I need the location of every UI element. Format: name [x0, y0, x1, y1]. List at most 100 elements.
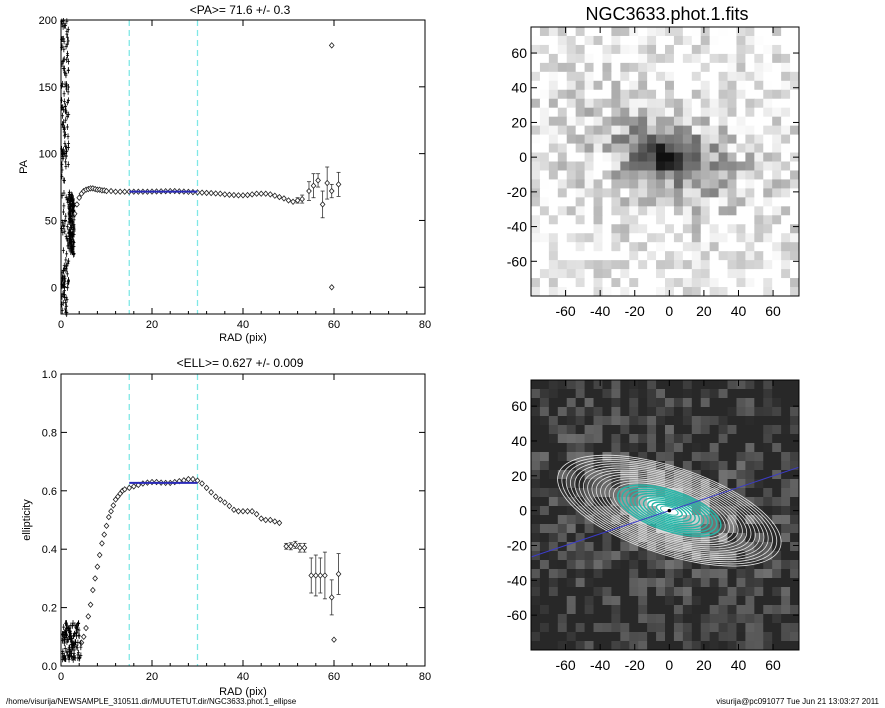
ell-vlines: [128, 374, 199, 666]
image-pixel: [745, 461, 755, 471]
image-pixel: [665, 623, 675, 633]
image-pixel: [539, 452, 550, 462]
image-pixel: [745, 89, 755, 100]
image-pixel: [682, 125, 693, 136]
image-pixel: [620, 98, 630, 109]
image-pixel: [763, 179, 773, 189]
image-pixel: [772, 587, 782, 597]
image-pixel: [700, 407, 711, 417]
image-pixel: [656, 623, 666, 633]
image-pixel: [727, 479, 737, 489]
image-pixel: [727, 515, 737, 525]
image-pixel: [727, 89, 737, 100]
image-pixel: [763, 170, 773, 180]
image-pixel: [620, 62, 630, 73]
image-pixel: [531, 569, 541, 579]
isophote-ellipse: [574, 463, 765, 558]
image-pixel: [754, 206, 764, 216]
image-pixel: [709, 551, 720, 561]
image-pixel: [629, 425, 639, 435]
image-pixel: [709, 488, 720, 498]
image-pixel: [611, 242, 621, 252]
image-pixel: [781, 116, 791, 127]
image-pixel: [638, 188, 648, 198]
image-pixel: [531, 197, 541, 207]
image-pixel: [548, 44, 559, 55]
image-pixel: [754, 89, 764, 100]
image-pixel: [754, 578, 764, 588]
pa-data-point: [253, 190, 260, 197]
image-pixel: [718, 197, 729, 207]
image-pixel: [584, 269, 595, 279]
image-pixel: [718, 242, 729, 252]
image-pixel: [584, 452, 595, 462]
image-pixel: [539, 53, 550, 64]
image-pixel: [584, 116, 595, 127]
image-pixel: [790, 27, 800, 37]
image-pixel: [593, 596, 603, 606]
image-pixel: [682, 578, 693, 588]
image-pixel: [656, 107, 666, 118]
image-pixel: [709, 215, 720, 225]
ell-data-point: [121, 486, 128, 493]
image-pixel: [575, 407, 586, 417]
image-pixel: [593, 260, 603, 270]
image-pixel: [709, 224, 720, 234]
image-pixel: [736, 389, 746, 399]
image-pixel: [790, 389, 800, 399]
image-pixel: [584, 488, 595, 498]
image-pixel: [709, 35, 720, 46]
image-pixel: [539, 398, 550, 408]
image-pixel: [781, 98, 791, 109]
image-pixel: [665, 605, 675, 615]
image-pixel: [772, 287, 782, 297]
ell-data-point: [287, 543, 294, 550]
image-pixel: [781, 614, 791, 624]
image-pixel: [548, 107, 559, 118]
image-pixel: [763, 479, 773, 489]
ell-data-point: [244, 508, 251, 515]
image-pixel: [709, 134, 720, 145]
image-pixel: [566, 524, 577, 534]
image-pixel: [790, 470, 800, 480]
image-pixel: [709, 278, 720, 288]
ell-data-point: [308, 572, 315, 579]
image-pixel: [754, 542, 764, 552]
image-pixel: [557, 143, 568, 154]
image-pixel: [656, 152, 666, 162]
image-pixel: [566, 578, 577, 588]
image-pixel: [763, 524, 773, 534]
image-pixel: [682, 389, 693, 399]
isophote-image-frame: [530, 379, 800, 651]
galaxy-image-pixels: [531, 27, 800, 297]
image-pixel: [665, 107, 675, 118]
image-pixel: [539, 479, 550, 489]
image-pixel: [718, 416, 729, 426]
image-pixel: [593, 71, 603, 82]
pa-data-point: [319, 201, 326, 208]
image-pixel: [745, 188, 755, 198]
image-pixel: [745, 107, 755, 118]
image-pixel: [557, 587, 568, 597]
image-pixel: [602, 260, 612, 270]
image-pixel: [763, 569, 773, 579]
image-pixel: [665, 116, 675, 127]
image-pixel: [656, 197, 666, 207]
image-pixel: [718, 506, 729, 516]
image-pixel: [548, 125, 559, 136]
image-pixel: [718, 524, 729, 534]
image-pixel: [691, 452, 702, 462]
image-pixel: [736, 35, 746, 46]
image-pixel: [673, 188, 684, 198]
image-pixel: [781, 224, 791, 234]
image-pixel: [557, 251, 568, 261]
image-pixel: [772, 497, 782, 507]
isophote-ellipse: [613, 482, 726, 539]
image-pixel: [629, 461, 639, 471]
image-pixel: [647, 27, 657, 37]
image-pixel: [557, 80, 568, 91]
image-pixel: [584, 434, 595, 444]
image-pixel: [548, 479, 559, 489]
image-pixel: [620, 533, 630, 543]
image-pixel: [727, 125, 737, 136]
